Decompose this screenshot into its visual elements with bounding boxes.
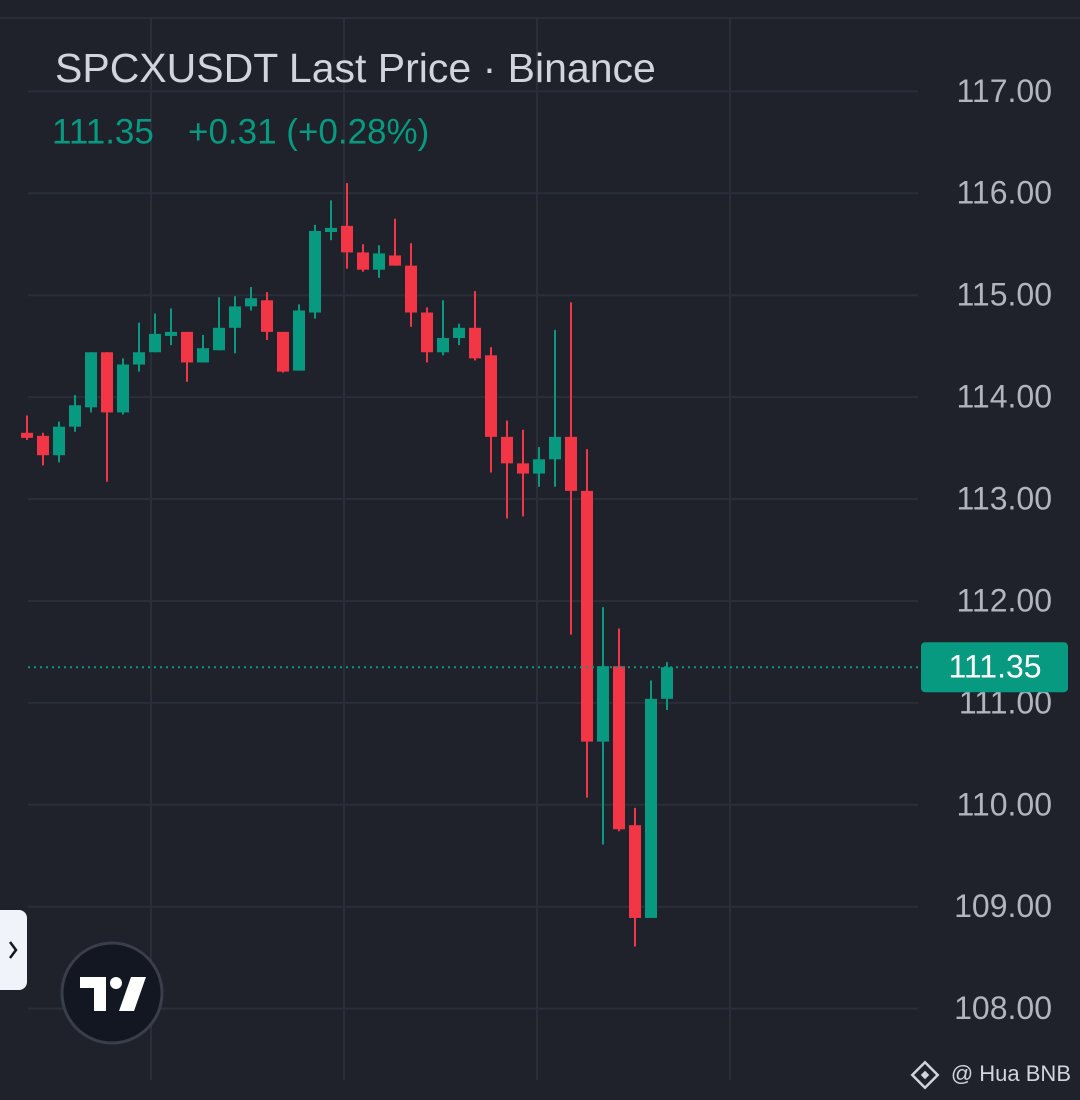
y-tick-label: 110.00: [957, 786, 1053, 822]
candle-body: [357, 252, 369, 270]
candle-body: [229, 306, 241, 328]
candle-body: [85, 352, 97, 408]
last-price-badge: [921, 642, 1068, 693]
candle-body: [245, 298, 257, 307]
candle-body: [21, 432, 33, 438]
tradingview-logo[interactable]: [60, 941, 164, 1045]
watermark-text: @ Hua BNB: [951, 1061, 1071, 1086]
y-tick-label: 112.00: [957, 582, 1053, 618]
chart-title: SPCXUSDT Last Price · Binance: [55, 45, 656, 91]
candle-body: [533, 459, 545, 474]
last-price-label: 111.35: [948, 649, 1041, 685]
y-tick-label: 114.00: [957, 379, 1053, 415]
logo-v: [119, 977, 146, 1011]
candle-body: [485, 355, 497, 437]
price-grid: [28, 90, 918, 1010]
side-tab[interactable]: [0, 910, 27, 990]
candle-body: [117, 364, 129, 413]
candle-body: [549, 436, 561, 460]
candle-body: [149, 333, 161, 353]
candle-body: [213, 327, 225, 351]
logo-circle[interactable]: [60, 941, 164, 1045]
y-tick-label: 108.00: [954, 990, 1052, 1026]
candle-body: [421, 312, 433, 353]
candles: [21, 183, 673, 947]
candle-body: [469, 327, 481, 359]
candle-body: [101, 352, 113, 413]
y-tick-label: 117.00: [957, 73, 1053, 109]
candle-body: [581, 490, 593, 742]
candle-body: [373, 253, 385, 270]
header-change: +0.31 (+0.28%): [188, 112, 429, 151]
y-tick-label: 113.00: [957, 480, 1053, 516]
logo-dot: [110, 977, 122, 989]
candle-body: [341, 225, 353, 253]
candle-body: [453, 327, 465, 338]
candle-body: [261, 300, 273, 332]
candle-body: [53, 426, 65, 456]
candle-body: [501, 436, 513, 464]
candle-body: [165, 331, 177, 336]
candle-body: [437, 338, 449, 353]
candle-body: [181, 331, 193, 363]
y-tick-label: 115.00: [957, 277, 1053, 313]
price-axis: 108.00109.00110.00111.00112.00113.00114.…: [954, 73, 1052, 1026]
candle-body: [277, 331, 289, 372]
candle-body: [293, 310, 305, 371]
watermark: @ Hua BNB: [910, 1060, 1071, 1090]
candle-body: [645, 698, 657, 918]
candle-body: [565, 436, 577, 491]
logo-t: [80, 977, 106, 1011]
y-tick-label: 109.00: [954, 888, 1052, 924]
y-tick-label: 116.00: [957, 175, 1053, 211]
candle-body: [133, 352, 145, 365]
side-tab-bg[interactable]: [0, 910, 27, 990]
candle-body: [37, 435, 49, 456]
candle-body: [69, 405, 81, 427]
candle-body: [613, 666, 625, 830]
candle-body: [661, 667, 673, 699]
candle-body: [389, 255, 401, 266]
side-tab-chevron: [9, 941, 18, 959]
candle-body: [629, 825, 641, 918]
time-grid: [150, 18, 731, 1080]
candle-body: [325, 227, 337, 232]
header-price: 111.35: [52, 112, 154, 151]
candle-body: [405, 265, 417, 313]
candle-body: [597, 666, 609, 742]
candle-body: [309, 230, 321, 313]
icon-outer: [910, 1060, 940, 1090]
candle-body: [517, 463, 529, 474]
candle-body: [197, 348, 209, 363]
